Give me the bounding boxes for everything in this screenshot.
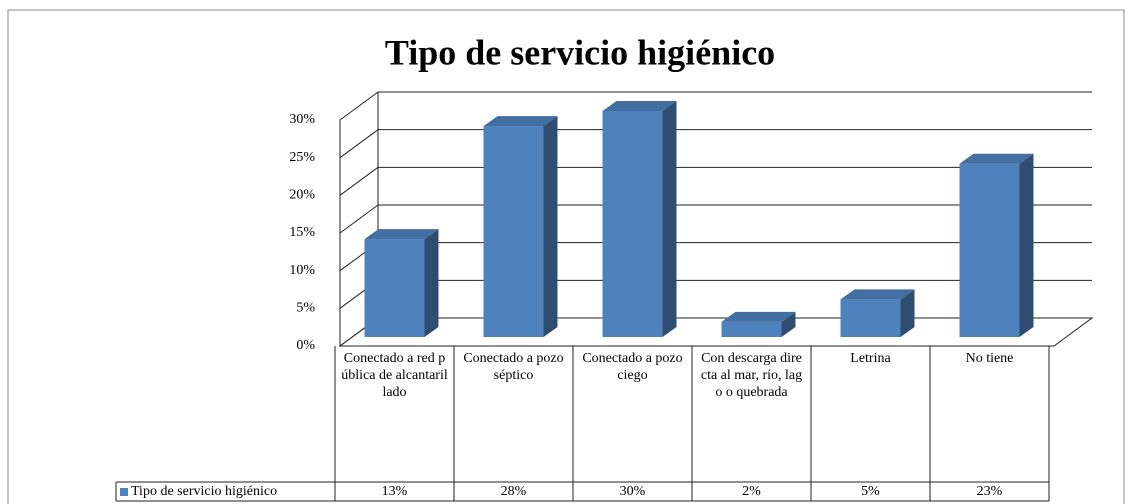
legend-label: Tipo de servicio higiénico [131, 484, 277, 499]
y-tick-label: 15% [289, 225, 315, 240]
data-table-value: 2% [742, 484, 761, 499]
grid-line [339, 129, 379, 159]
grid-line [339, 166, 379, 196]
bar-side [781, 311, 796, 337]
y-tick-label: 25% [289, 150, 315, 165]
legend-swatch [120, 488, 128, 496]
bar-side [424, 229, 439, 337]
bar-front [483, 126, 544, 337]
bar-front [840, 299, 901, 337]
y-tick-label: 0% [296, 338, 315, 353]
x-tick-label: Conectado a red pública de alcantarillad… [341, 351, 448, 400]
data-table-value: 28% [501, 484, 527, 499]
chart-border [7, 9, 1125, 504]
bar-front [364, 239, 425, 337]
x-tick-label: Con descarga directa al mar, río, lago o… [700, 351, 803, 400]
y-tick-label: 30% [289, 112, 315, 127]
bar-side [900, 289, 915, 337]
bar-top [840, 289, 915, 300]
x-tick-label: No tiene [965, 351, 1014, 366]
x-tick-label: Letrina [850, 351, 891, 366]
bar-top [364, 229, 439, 240]
y-tick-label: 10% [289, 263, 315, 278]
bar-side [662, 101, 677, 337]
bar-top [959, 153, 1034, 164]
bar-top [483, 116, 558, 127]
grid-line [339, 91, 379, 121]
bar-top [602, 101, 677, 111]
data-table-value: 30% [620, 484, 646, 499]
y-tick-label: 20% [289, 188, 315, 203]
data-table-value: 5% [861, 484, 880, 499]
bar-front [602, 111, 663, 337]
bar-side [1019, 153, 1034, 337]
y-tick-label: 5% [296, 301, 315, 316]
bar-front [959, 163, 1020, 337]
bar-top [721, 311, 796, 322]
data-table-value: 13% [382, 484, 408, 499]
data-table-value: 23% [977, 484, 1003, 499]
x-tick-label: Conectado a pozo séptico [463, 351, 564, 383]
x-tick-label: Conectado a pozo ciego [582, 351, 683, 383]
chart-title: Tipo de servicio higiénico [385, 32, 775, 72]
bar-front [721, 321, 782, 337]
bar-side [543, 116, 558, 337]
grid-line [339, 204, 379, 234]
